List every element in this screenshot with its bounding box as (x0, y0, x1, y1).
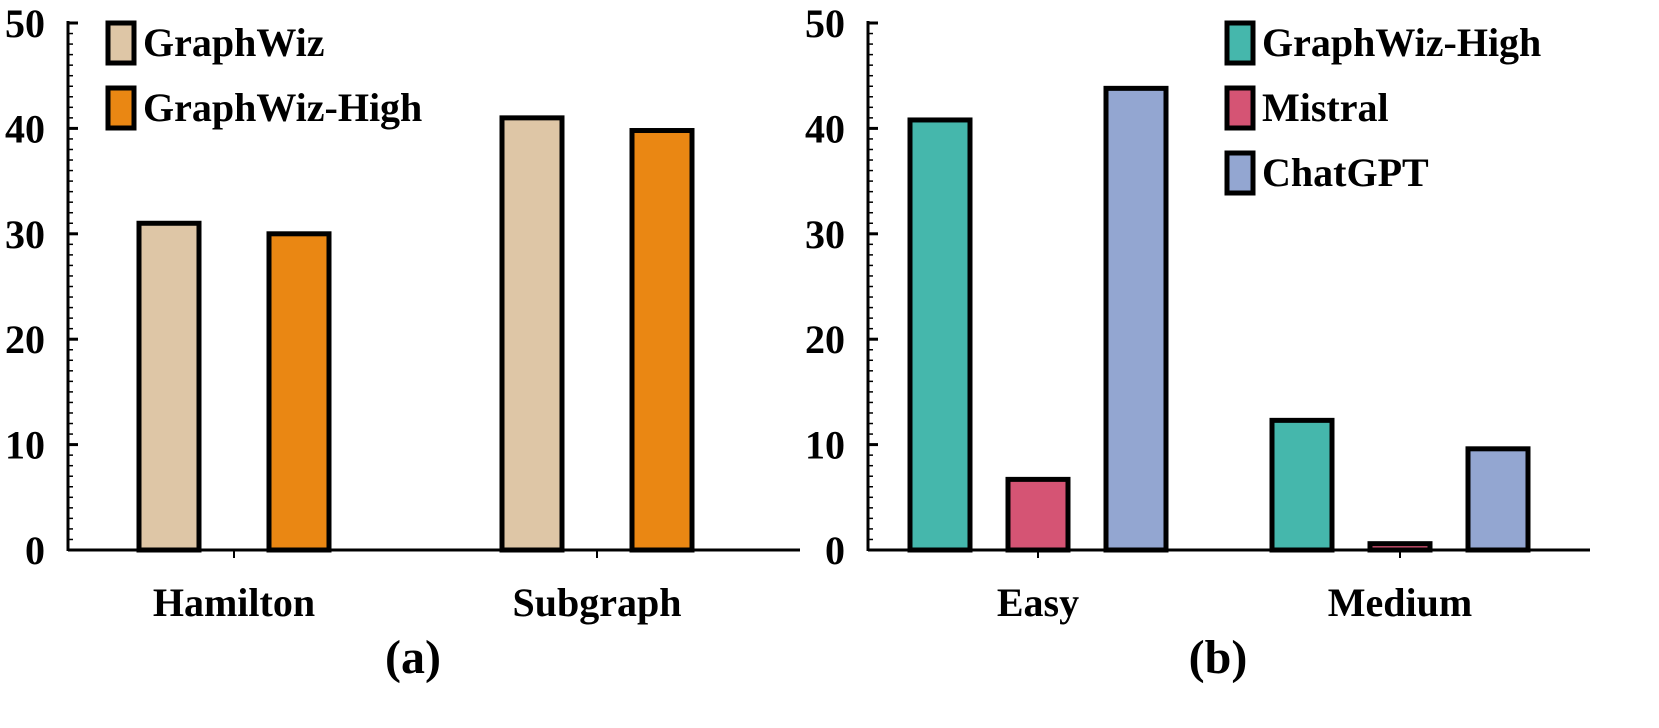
legend-swatch (1224, 20, 1256, 66)
legend-swatch (105, 20, 137, 66)
legend-label: ChatGPT (1262, 150, 1429, 195)
legend-label: GraphWiz (143, 20, 325, 65)
bar-easy-graphwiz-high (907, 117, 973, 553)
bar-easy-chatgpt (1103, 85, 1169, 553)
y-tick-label: 0 (825, 528, 845, 573)
bar-easy-mistral (1005, 476, 1071, 553)
legend-swatch (1224, 85, 1256, 131)
y-tick-label: 50 (805, 1, 845, 46)
bar-medium-mistral (1367, 541, 1433, 553)
legend-swatch (105, 85, 137, 131)
x-category-label: Hamilton (153, 580, 315, 625)
y-tick-label: 40 (805, 106, 845, 151)
x-category-label: Medium (1328, 580, 1472, 625)
y-tick-label: 40 (5, 106, 45, 151)
y-tick-label: 20 (805, 317, 845, 362)
y-tick-label: 0 (25, 528, 45, 573)
y-tick-label: 10 (805, 423, 845, 468)
panel-label: (b) (1189, 631, 1248, 684)
bar-hamilton-graphwiz (136, 220, 202, 553)
chart-panel-b: 0 10 20 30 40 50 Easy Medium GraphWiz-High Mistra… (805, 1, 1590, 684)
y-tick-label: 10 (5, 423, 45, 468)
bar-medium-chatgpt (1465, 446, 1531, 553)
legend-label: GraphWiz-High (1262, 20, 1541, 65)
y-tick-label: 30 (805, 212, 845, 257)
bar-hamilton-graphwiz-high (266, 231, 332, 553)
y-tick-label: 20 (5, 317, 45, 362)
legend-label: GraphWiz-High (143, 85, 422, 130)
bar-medium-graphwiz-high (1269, 417, 1335, 553)
y-tick-label: 30 (5, 212, 45, 257)
legend-swatch (1224, 150, 1256, 196)
bar-subgraph-graphwiz (499, 115, 565, 553)
y-tick-label: 50 (5, 1, 45, 46)
panel-label: (a) (385, 631, 441, 684)
bar-subgraph-graphwiz-high (629, 128, 695, 553)
chart-panel-a: 0 10 20 30 40 50 Hamilton Subgraph GraphWiz Graph… (5, 1, 800, 684)
x-category-label: Easy (997, 580, 1079, 625)
x-category-label: Subgraph (513, 580, 682, 625)
legend-label: Mistral (1262, 85, 1389, 130)
